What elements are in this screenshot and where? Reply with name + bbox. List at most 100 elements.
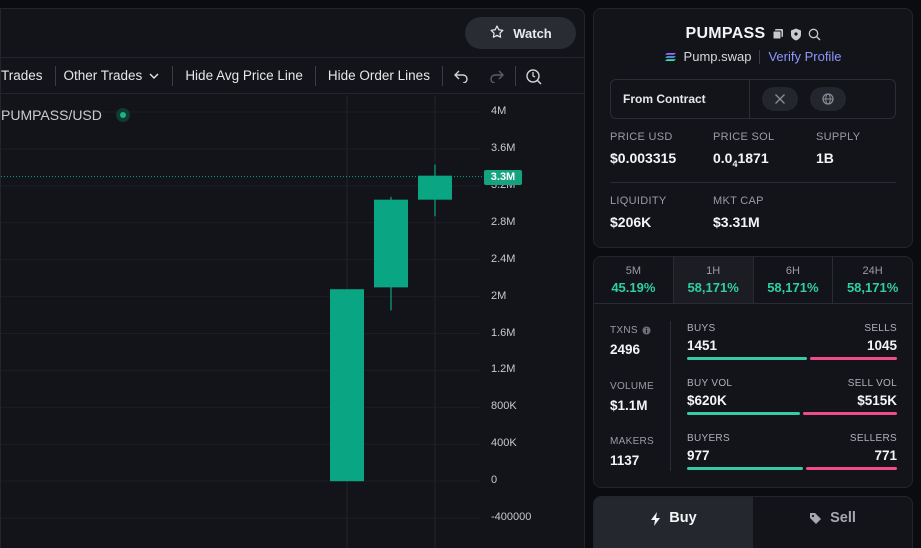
trade-stats-card: 5M 45.19% 1H 58,171% 6H 58,171% 24H 58,1…: [593, 256, 913, 488]
stat-label: VOLUME: [610, 381, 655, 392]
stat-value: 0.041871: [713, 150, 769, 169]
chart-legend: PUMPASS/USD: [1, 107, 130, 123]
y-tick-label: 0: [491, 474, 498, 487]
other-trades-label: Other Trades: [63, 68, 143, 83]
y-tick-label: -400000: [491, 511, 532, 524]
stat-value: 1137: [610, 453, 640, 468]
stat-value: $3.31M: [713, 214, 760, 230]
website-button[interactable]: [810, 87, 846, 111]
trades-toggle[interactable]: Trades: [1, 58, 55, 93]
token-name: PUMPASS: [685, 25, 766, 42]
buy-vol-value: $620K: [687, 393, 727, 408]
stat-value: 2496: [610, 342, 641, 357]
timeframe-tabs: 5M 45.19% 1H 58,171% 6H 58,171% 24H 58,1…: [594, 257, 912, 304]
buyers-sellers-ratio: BUYERS SELLERS 977 771: [687, 433, 897, 470]
watch-button[interactable]: Watch: [465, 17, 576, 49]
sell-fill: [803, 412, 897, 415]
redo-button[interactable]: [479, 58, 515, 93]
dex-name[interactable]: Pump.swap: [683, 49, 752, 64]
tab-label: 5M: [625, 265, 642, 277]
y-tick-label: 1.2M: [491, 363, 516, 376]
star-icon: [489, 24, 505, 43]
tab-change: 58,171%: [687, 280, 739, 295]
tab-24h[interactable]: 24H 58,171%: [833, 257, 912, 303]
tab-change: 58,171%: [767, 280, 819, 295]
globe-icon: [822, 93, 834, 105]
x-twitter-button[interactable]: [762, 87, 798, 111]
dex-divider: [759, 49, 761, 64]
hide-avg-price-button[interactable]: Hide Avg Price Line: [173, 58, 315, 93]
tab-label: 1H: [706, 265, 721, 277]
x-icon: [774, 93, 786, 105]
chart-toolbar: Trades Other Trades Hide Avg Price Line …: [1, 57, 584, 94]
info-icon[interactable]: [642, 326, 651, 335]
buyers-value: 977: [687, 448, 710, 463]
buy-fill: [687, 357, 808, 360]
y-tick-label: 400K: [491, 437, 517, 450]
candlestick-chart[interactable]: PUMPASS/USD 4M 3.6M 3.2M 2.8M 2.4M 2M 1.6M 1.2M…: [1, 95, 584, 548]
liquidity-stat: LIQUIDITY $206K: [610, 195, 667, 230]
other-trades-dropdown[interactable]: Other Trades: [56, 58, 173, 93]
buy-sell-volume-ratio: BUY VOL SELL VOL $620K $515K: [687, 378, 897, 415]
screenshot-button[interactable]: [516, 58, 552, 93]
stat-value: 1B: [816, 150, 834, 166]
tab-label: 24H: [862, 265, 883, 277]
hide-avg-price-label: Hide Avg Price Line: [185, 68, 303, 83]
buy-fill: [687, 467, 803, 470]
tab-6h[interactable]: 6H 58,171%: [754, 257, 834, 303]
y-tick-label: 2.8M: [491, 215, 516, 228]
stat-label: PRICE USD: [610, 131, 673, 143]
copy-icon[interactable]: [772, 28, 784, 40]
search-icon[interactable]: [808, 28, 821, 41]
market-cap-stat: MKT CAP $3.31M: [713, 195, 764, 230]
buy-tab[interactable]: Buy: [594, 497, 753, 548]
stat-label: SUPPLY: [816, 131, 861, 143]
y-tick-label: 1.6M: [491, 326, 516, 339]
y-tick-label: 3.6M: [491, 141, 516, 154]
tab-5m[interactable]: 5M 45.19%: [594, 257, 674, 303]
camera-icon: [524, 66, 544, 86]
candle-body: [374, 199, 408, 288]
stat-label: PRICE SOL: [713, 131, 775, 143]
toolbar-divider: [514, 65, 516, 86]
sellers-value: 771: [874, 448, 897, 463]
candle-body: [418, 175, 452, 200]
price-sol-stat: PRICE SOL 0.041871: [713, 131, 774, 169]
solana-icon: [664, 52, 676, 62]
supply-stat: SUPPLY 1B: [816, 131, 860, 166]
stat-label: MKT CAP: [713, 195, 764, 207]
sell-fill: [805, 467, 897, 470]
candle-body: [330, 289, 364, 482]
ratio-bar: [687, 467, 897, 470]
sell-vol-value: $515K: [857, 393, 897, 408]
buy-fill: [687, 412, 801, 415]
tab-label: 6H: [785, 265, 800, 277]
verify-profile-link[interactable]: Verify Profile: [768, 49, 842, 64]
stat-value: $1.1M: [610, 398, 648, 413]
shield-icon[interactable]: [790, 28, 802, 41]
chart-panel: Watch Trades Other Trades Hide Avg Price…: [0, 8, 585, 548]
watch-label: Watch: [513, 25, 552, 41]
y-tick-label: 2M: [491, 289, 507, 302]
buys-sells-ratio: BUYS SELLS 1451 1045: [687, 323, 897, 360]
ratio-bar: [687, 357, 897, 360]
buy-vol-label: BUY VOL: [687, 378, 733, 389]
buy-label: Buy: [669, 510, 697, 526]
sell-tab[interactable]: Sell: [753, 497, 912, 548]
from-contract-label: From Contract: [611, 80, 750, 118]
trade-panel: Buy Sell: [593, 496, 913, 548]
hide-order-lines-button[interactable]: Hide Order Lines: [316, 58, 442, 93]
tag-icon: [809, 512, 822, 525]
live-status-dot: [115, 108, 130, 122]
y-tick-label: 4M: [491, 105, 507, 117]
tab-1h[interactable]: 1H 58,171%: [673, 257, 754, 303]
last-price-tag: 3.3M: [484, 169, 522, 185]
toolbar-divider: [314, 65, 316, 86]
divider: [670, 321, 671, 471]
stat-label: LIQUIDITY: [610, 195, 667, 207]
token-info-card: PUMPASS Pump.swap Verify Profile From Co…: [593, 8, 913, 248]
toolbar-divider: [441, 65, 443, 86]
y-tick-label: 800K: [491, 400, 517, 413]
sells-label: SELLS: [864, 323, 897, 334]
undo-button[interactable]: [443, 58, 479, 93]
